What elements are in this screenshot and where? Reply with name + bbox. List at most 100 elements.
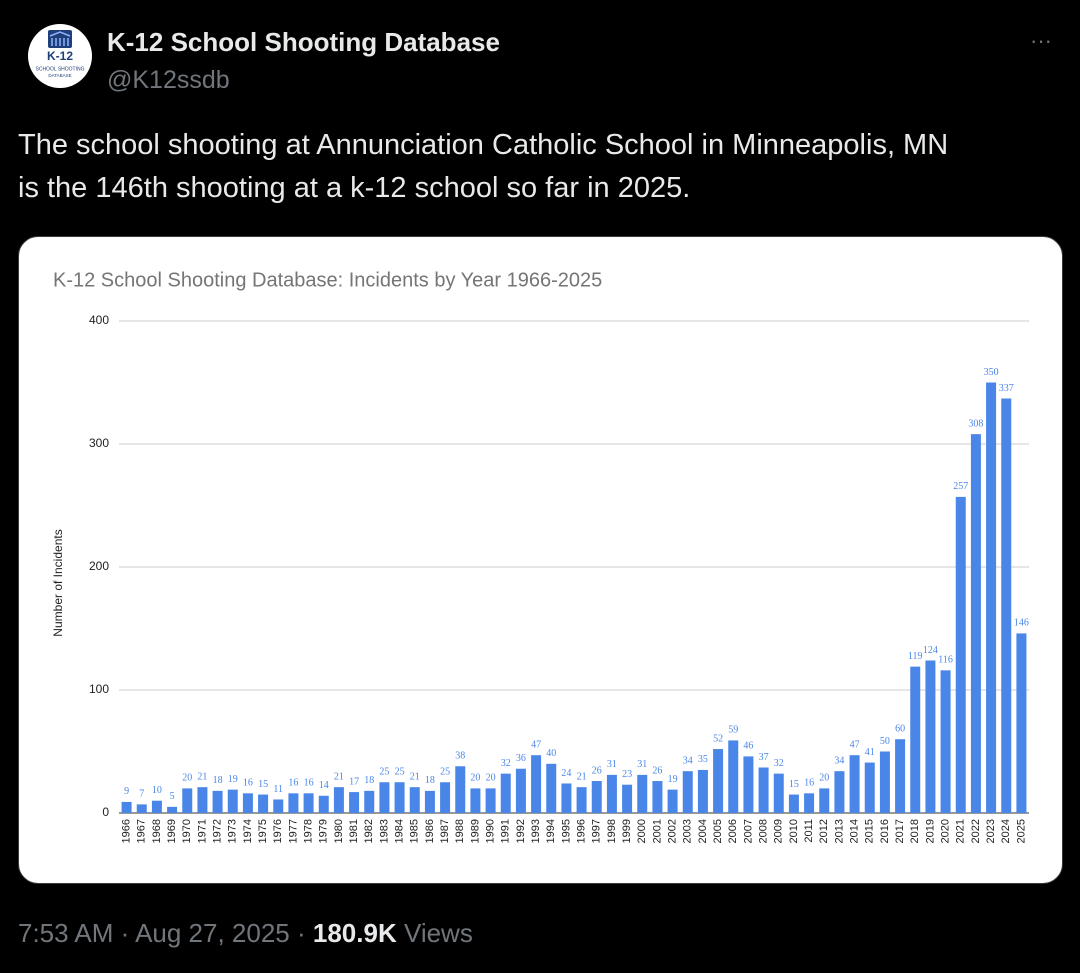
x-tick-label: 1977 <box>287 819 299 843</box>
bar <box>364 790 375 813</box>
x-tick-label: 2024 <box>1000 819 1012 843</box>
x-tick-label: 2006 <box>727 819 739 843</box>
data-label: 25 <box>379 767 389 778</box>
bar <box>606 774 617 813</box>
chart-title: K-12 School Shooting Database: Incidents… <box>53 269 602 291</box>
x-tick-label: 2021 <box>955 819 967 843</box>
data-label: 25 <box>440 767 450 778</box>
bar <box>667 789 678 813</box>
bar <box>955 496 966 813</box>
data-label: 23 <box>622 769 632 780</box>
bar <box>349 792 360 813</box>
bar <box>970 434 981 813</box>
data-label: 9 <box>124 786 129 797</box>
data-label: 7 <box>139 789 144 800</box>
bar <box>136 804 147 813</box>
bar <box>788 794 799 813</box>
x-tick-label: 2005 <box>712 819 724 843</box>
y-tick-label: 100 <box>89 682 109 696</box>
x-tick-label: 1983 <box>378 819 390 843</box>
data-label: 18 <box>364 775 374 786</box>
handle[interactable]: @K12ssdb <box>107 66 230 94</box>
x-tick-label: 2002 <box>666 819 678 843</box>
x-tick-label: 2025 <box>1015 819 1027 843</box>
bar <box>242 793 253 813</box>
data-label: 337 <box>999 383 1014 394</box>
timestamp[interactable]: 7:53 AM · Aug 27, 2025 · <box>18 918 306 948</box>
x-tick-label: 1991 <box>500 819 512 843</box>
data-label: 5 <box>170 791 175 802</box>
bar <box>728 740 739 813</box>
x-tick-label: 1985 <box>409 819 421 843</box>
x-tick-label: 1990 <box>484 819 496 843</box>
data-label: 21 <box>334 771 344 782</box>
more-button[interactable]: ··· <box>1030 28 1052 53</box>
data-label: 41 <box>865 747 875 758</box>
data-label: 16 <box>304 778 314 789</box>
data-label: 19 <box>668 774 678 785</box>
x-tick-label: 1986 <box>424 819 436 843</box>
bar <box>713 749 724 813</box>
data-label: 308 <box>968 418 983 429</box>
data-label: 20 <box>470 773 480 784</box>
bar <box>455 766 466 813</box>
bar <box>637 774 648 813</box>
data-label: 116 <box>938 655 953 666</box>
bar <box>531 755 542 813</box>
data-label: 21 <box>197 771 207 782</box>
data-label: 34 <box>834 755 844 766</box>
x-tick-label: 1969 <box>166 819 178 843</box>
views-label: Views <box>403 918 473 948</box>
tweet-text: The school shooting at Annunciation Cath… <box>18 129 949 161</box>
x-tick-label: 1993 <box>530 819 542 843</box>
bar <box>167 806 178 813</box>
x-tick-label: 1984 <box>393 819 405 843</box>
data-label: 34 <box>683 755 693 766</box>
x-tick-label: 2014 <box>848 819 860 843</box>
bar <box>546 763 557 813</box>
bar <box>804 793 815 813</box>
data-label: 32 <box>501 758 511 769</box>
data-label: 19 <box>228 774 238 785</box>
data-label: 18 <box>425 775 435 786</box>
x-tick-label: 2023 <box>985 819 997 843</box>
data-label: 32 <box>774 758 784 769</box>
avatar-text: K-12 <box>47 49 73 63</box>
bar <box>303 793 314 813</box>
x-tick-label: 2008 <box>757 819 769 843</box>
avatar-text: DATABASE <box>48 73 71 78</box>
bar <box>485 788 496 813</box>
bar <box>834 771 845 813</box>
x-tick-label: 1971 <box>196 819 208 843</box>
x-tick-label: 2012 <box>818 819 830 843</box>
x-tick-label: 1989 <box>469 819 481 843</box>
x-tick-label: 1997 <box>591 819 603 843</box>
data-label: 37 <box>759 752 769 763</box>
data-label: 50 <box>880 736 890 747</box>
x-tick-label: 2003 <box>682 819 694 843</box>
data-label: 16 <box>804 778 814 789</box>
data-label: 20 <box>486 773 496 784</box>
bar <box>394 782 405 813</box>
bar <box>273 799 284 813</box>
data-label: 31 <box>607 759 617 770</box>
data-label: 146 <box>1014 618 1029 629</box>
data-label: 25 <box>395 767 405 778</box>
bar <box>849 755 860 813</box>
avatar[interactable]: K-12 SCHOOL SHOOTING DATABASE <box>28 24 92 88</box>
data-label: 17 <box>349 776 359 787</box>
data-label: 36 <box>516 753 526 764</box>
x-tick-label: 2009 <box>773 819 785 843</box>
bar <box>500 773 511 813</box>
bar <box>515 768 526 813</box>
author-name[interactable]: K-12 School Shooting Database <box>107 27 500 57</box>
x-tick-label: 1981 <box>348 819 360 843</box>
chart-card[interactable]: K-12 School Shooting Database: Incidents… <box>18 236 1063 884</box>
x-tick-label: 1994 <box>545 819 557 843</box>
bar <box>227 789 238 813</box>
data-label: 24 <box>561 768 571 779</box>
x-tick-label: 1998 <box>606 819 618 843</box>
data-label: 21 <box>410 771 420 782</box>
data-label: 20 <box>819 773 829 784</box>
x-tick-label: 1979 <box>318 819 330 843</box>
